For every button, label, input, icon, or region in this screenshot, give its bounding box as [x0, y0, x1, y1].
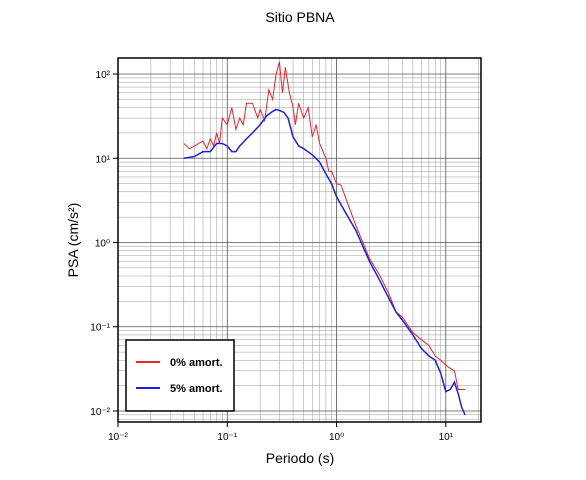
legend-label: 5% amort.: [170, 383, 223, 395]
x-tick-label: 10⁰: [329, 432, 344, 443]
legend-box: [125, 339, 235, 412]
y-tick-label: 10⁻²: [90, 407, 110, 418]
x-tick-label: 10⁻¹: [217, 432, 237, 443]
y-tick-label: 10¹: [96, 154, 111, 165]
series-line: [183, 61, 466, 390]
y-axis-label: PSA (cm/s²): [65, 203, 81, 278]
chart-title: Sitio PBNA: [265, 9, 335, 25]
plot-frame: [117, 57, 482, 423]
x-axis-label: Periodo (s): [266, 450, 334, 466]
y-tick-label: 10⁻¹: [90, 323, 110, 334]
legend-label: 0% amort.: [170, 357, 223, 369]
x-tick-label: 10¹: [439, 432, 454, 443]
x-tick-label: 10⁻²: [108, 432, 128, 443]
y-tick-label: 10⁰: [95, 239, 110, 250]
series-line: [183, 108, 466, 416]
y-tick-label: 10²: [96, 70, 111, 81]
